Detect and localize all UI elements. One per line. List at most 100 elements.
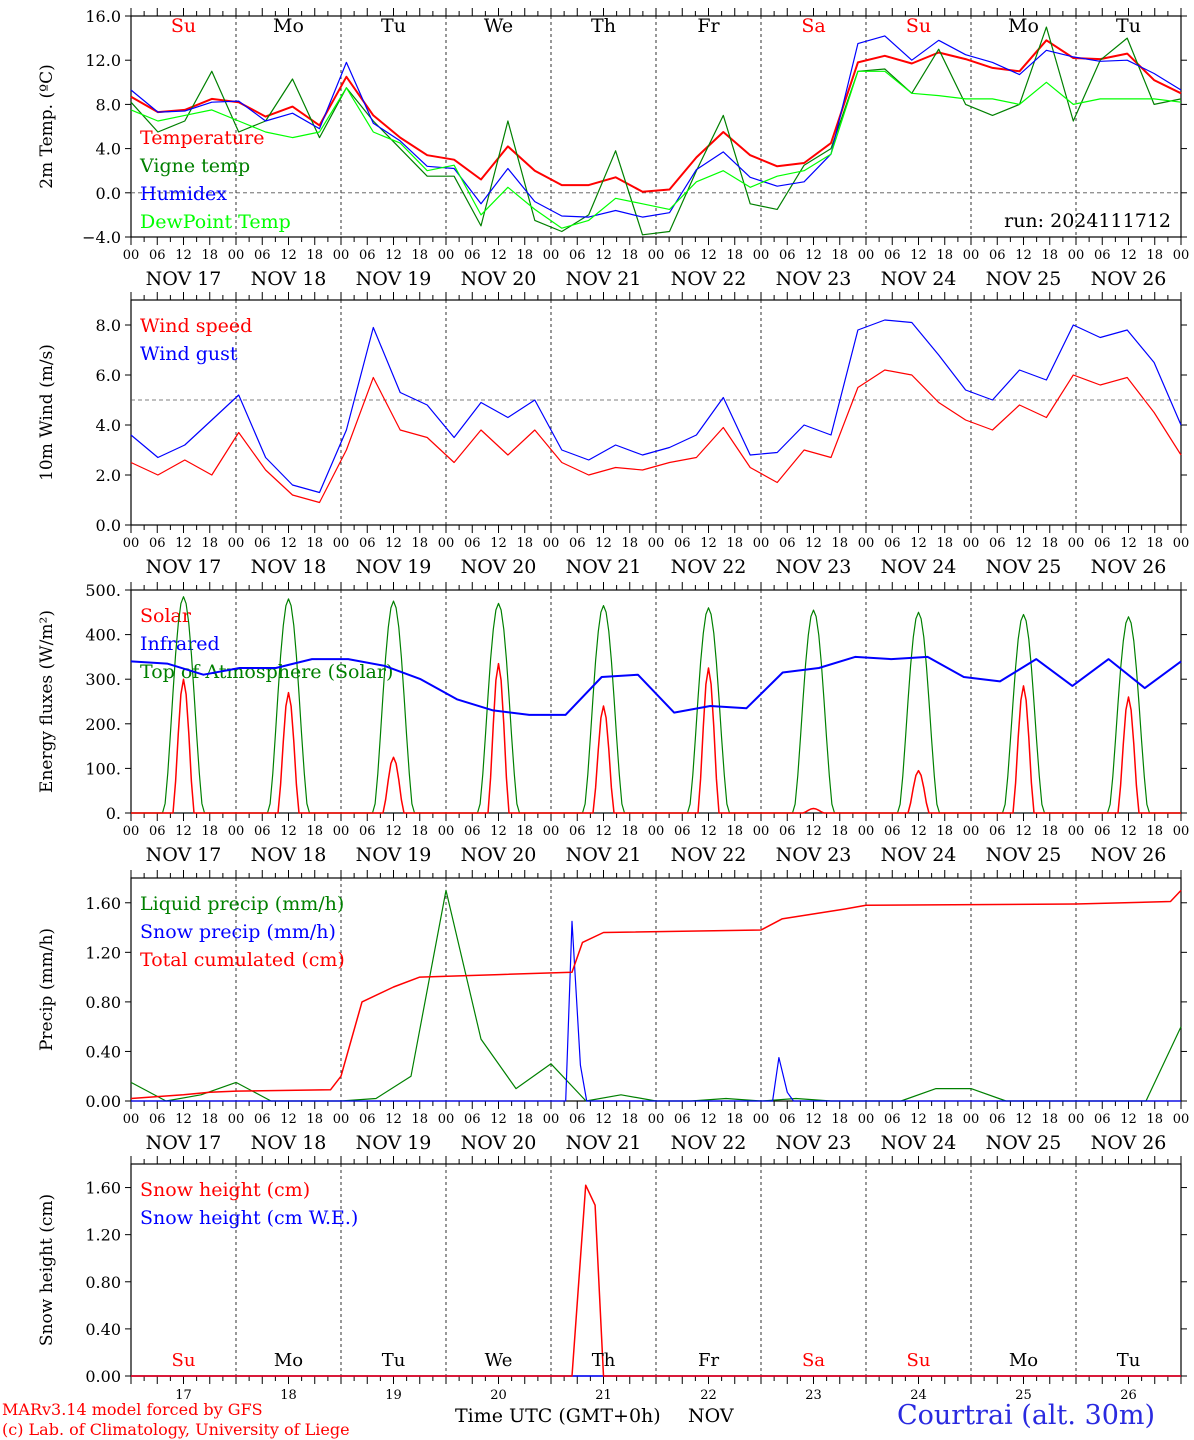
legend-item: Humidex [140,183,227,205]
day-number-label: 17 [175,1388,192,1403]
hour-tick-label: 00 [648,824,665,839]
hour-tick-label: 12 [175,1112,192,1127]
hour-tick-label: 06 [569,1112,586,1127]
day-number-label: 19 [385,1388,402,1403]
hour-tick-label: 06 [989,248,1006,263]
hour-tick-label: 00 [228,536,245,551]
hour-tick-label: 06 [254,248,271,263]
hour-tick-label: 18 [201,536,218,551]
hour-tick-label: 00 [1173,248,1190,263]
y-tick-label: 0.00 [85,1092,121,1111]
hour-tick-label: 18 [726,248,743,263]
hour-tick-label: 00 [333,1112,350,1127]
hour-tick-label: 12 [595,536,612,551]
date-label: NOV 18 [251,1132,327,1154]
hour-tick-label: 00 [648,1112,665,1127]
weekday-label-bottom: Fr [698,1350,719,1371]
date-label: NOV 22 [671,1132,747,1154]
date-label: NOV 20 [461,844,537,866]
weekday-label-bottom: Su [172,1350,196,1371]
hour-tick-label: 12 [385,824,402,839]
y-tick-label: 1.60 [85,1179,121,1198]
y-tick-label: 2.0 [96,466,121,485]
date-label: NOV 26 [1091,844,1167,866]
hour-tick-label: 00 [438,1112,455,1127]
hour-tick-label: 12 [700,248,717,263]
series-line-snow-height [131,1184,1181,1377]
lab-credit: (c) Lab. of Climatology, University of L… [2,1420,350,1439]
hour-tick-label: 00 [333,824,350,839]
weekday-label-bottom: Mo [274,1350,303,1371]
hour-tick-label: 00 [963,824,980,839]
hour-tick-label: 12 [1120,824,1137,839]
hour-tick-label: 06 [1094,1112,1111,1127]
month-label: NOV [688,1405,734,1427]
y-tick-label: 12.0 [85,51,121,70]
y-tick-label: 0.40 [85,1042,121,1061]
y-tick-label: 4.0 [96,416,121,435]
weekday-label: Tu [1116,15,1141,37]
hour-tick-label: 06 [1094,248,1111,263]
date-label: NOV 23 [776,1132,852,1154]
hour-tick-label: 06 [359,248,376,263]
y-tick-label: 1.20 [85,1226,121,1245]
weekday-label: Fr [697,15,720,37]
hour-tick-label: 06 [779,1112,796,1127]
hour-tick-label: 00 [543,824,560,839]
hour-tick-label: 12 [385,1112,402,1127]
hour-tick-label: 00 [123,248,140,263]
series-line-solar [131,662,1181,814]
y-tick-label: 0.80 [85,1273,121,1292]
weekday-label: Mo [273,15,304,37]
date-label: NOV 25 [986,1132,1062,1154]
hour-tick-label: 12 [595,824,612,839]
weekday-label-bottom: Sa [802,1350,825,1371]
weekday-label: Th [591,15,616,37]
legend-item: Wind speed [140,315,252,337]
weekday-label: We [484,15,513,37]
date-label: NOV 26 [1091,268,1167,290]
hour-tick-label: 06 [674,536,691,551]
y-axis-title: Energy fluxes (W/m²) [37,610,57,793]
hour-tick-label: 18 [726,824,743,839]
hour-tick-label: 00 [543,248,560,263]
weekday-label: Tu [381,15,406,37]
hour-tick-label: 18 [831,248,848,263]
hour-tick-label: 06 [884,248,901,263]
legend-item: Wind gust [140,343,238,365]
hour-tick-label: 18 [726,536,743,551]
hour-tick-label: 00 [963,536,980,551]
hour-tick-label: 18 [936,248,953,263]
date-label: NOV 19 [356,1132,432,1154]
date-label: NOV 22 [671,844,747,866]
hour-tick-label: 12 [910,248,927,263]
date-label: NOV 21 [566,1132,642,1154]
hour-tick-label: 06 [254,536,271,551]
hour-tick-label: 18 [306,536,323,551]
hour-tick-label: 18 [1146,824,1163,839]
hour-tick-label: 12 [490,536,507,551]
series-line-dewpoint-temp [130,70,1182,229]
weekday-label: Su [906,15,931,37]
hour-tick-label: 12 [175,248,192,263]
hour-tick-label: 00 [333,536,350,551]
hour-tick-label: 12 [700,1112,717,1127]
y-tick-label: 0. [106,804,121,823]
hour-tick-label: 06 [1094,536,1111,551]
hour-tick-label: 06 [884,536,901,551]
hour-tick-label: 06 [464,536,481,551]
legend-item: DewPoint Temp [140,211,291,233]
hour-tick-label: 00 [438,248,455,263]
legend-item: Total cumulated (cm) [140,949,345,971]
hour-tick-label: 12 [280,536,297,551]
date-label: NOV 25 [986,268,1062,290]
hour-tick-label: 00 [753,1112,770,1127]
hour-tick-label: 00 [1068,536,1085,551]
hour-tick-label: 12 [490,248,507,263]
date-label: NOV 17 [146,844,222,866]
hour-tick-label: 12 [175,824,192,839]
hour-tick-label: 12 [910,1112,927,1127]
hour-tick-label: 06 [884,824,901,839]
series-line-wind-gust [130,319,1182,494]
